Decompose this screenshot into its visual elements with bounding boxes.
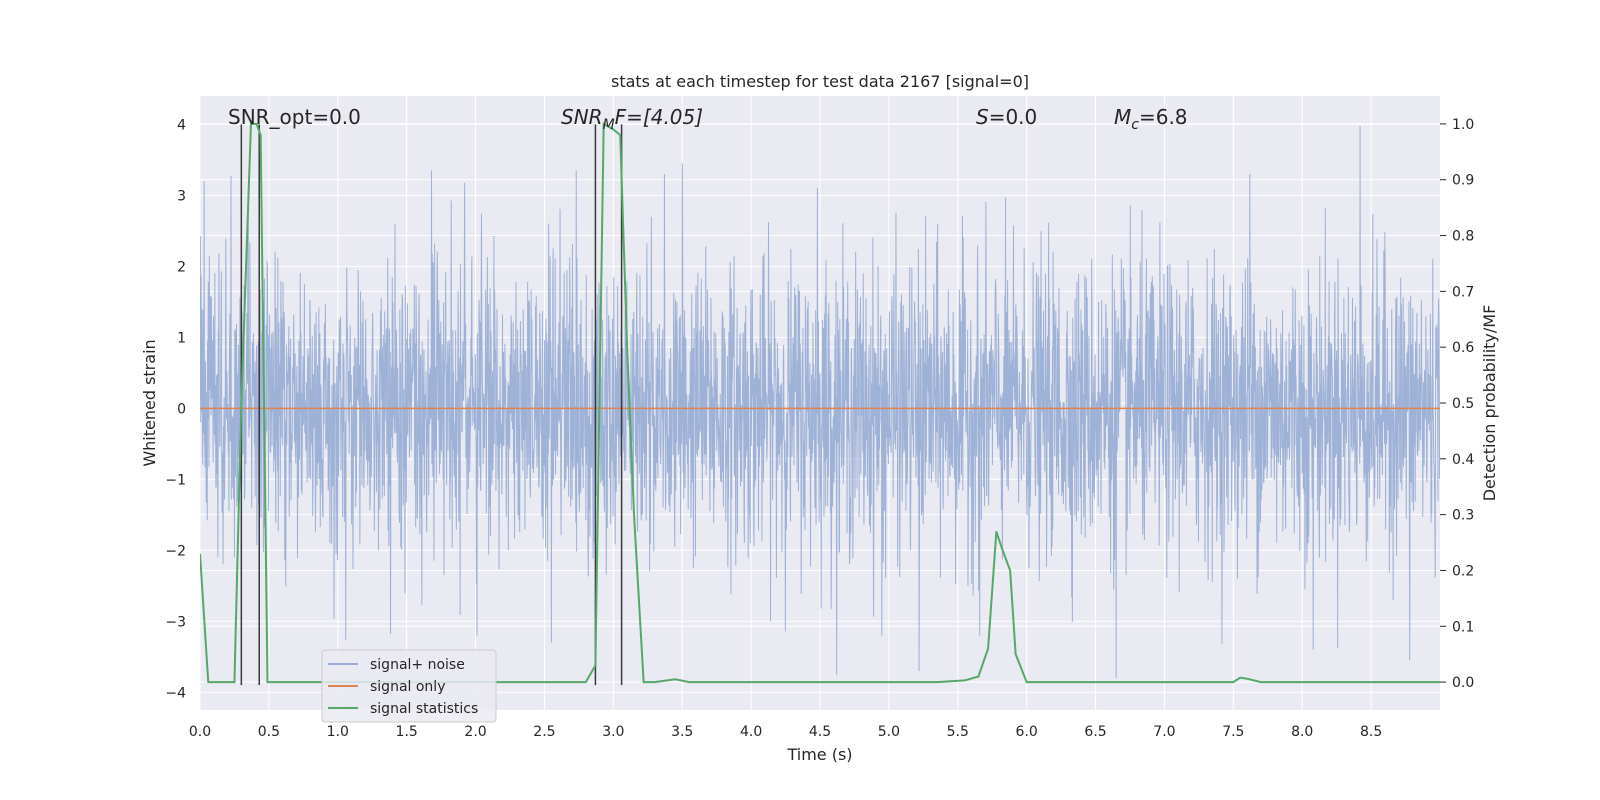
legend: signal+ noise signal only signal statist… (321, 649, 497, 723)
y2-tick-label: 0.5 (1452, 396, 1474, 412)
x-tick-label: 2.5 (533, 724, 555, 740)
y2-tick-label: 1.0 (1452, 117, 1474, 133)
y-tick-label: 0 (177, 401, 186, 417)
x-axis-label: Time (s) (786, 745, 852, 764)
noise-series-layer (200, 125, 1440, 679)
annotation-s: S=0.0 (976, 105, 1037, 129)
y2-tick-label: 0.9 (1452, 173, 1474, 189)
snr-mf-sub: M (603, 117, 615, 133)
x-tick-label: 1.0 (327, 724, 349, 740)
y-tick-label: 1 (177, 330, 186, 346)
annotations: SNR_opt=0.0 SNRMF=[4.05] S=0.0 Mc=6.8 (228, 105, 1188, 133)
x-tick-label: 7.0 (1153, 724, 1175, 740)
y-tick-label: 3 (177, 188, 186, 204)
x-tick-label: 4.5 (809, 724, 831, 740)
x-tick-label: 0.0 (189, 724, 211, 740)
tick-labels: 0.0 0.5 1.0 1.5 2.0 2.5 3.0 3.5 4.0 4.5 5.0 5.5 6.0 6… (165, 117, 1474, 740)
y2-tick-label: 0.0 (1452, 675, 1474, 691)
x-tick-label: 1.5 (396, 724, 418, 740)
y2-tick-label: 0.6 (1452, 340, 1474, 356)
y-tick-label: −4 (165, 685, 186, 701)
annotation-snr-opt: SNR_opt=0.0 (228, 105, 361, 129)
x-tick-label: 0.5 (258, 724, 280, 740)
y2-tick-label: 0.3 (1452, 508, 1474, 524)
y2-tick-label: 0.4 (1452, 452, 1474, 468)
x-tick-label: 3.5 (671, 724, 693, 740)
x-tick-label: 5.0 (878, 724, 900, 740)
snr-mf-main: SNR (561, 105, 603, 129)
y-tick-label: −3 (165, 614, 186, 630)
chart-title: stats at each timestep for test data 216… (611, 72, 1029, 91)
y-axis-label: Whitened strain (140, 339, 159, 466)
x-tick-label: 7.5 (1222, 724, 1244, 740)
y2-tick-label: 0.8 (1452, 229, 1474, 245)
legend-label-signal: signal only (370, 679, 445, 695)
y2-tick-label: 0.7 (1452, 284, 1474, 300)
y2-axis-label: Detection probability/MF (1480, 305, 1499, 502)
mc-rest: =6.8 (1139, 105, 1188, 129)
y-tick-label: −1 (165, 472, 186, 488)
mc-var: M (1114, 105, 1131, 129)
x-tick-label: 2.0 (464, 724, 486, 740)
x-tick-label: 4.0 (740, 724, 762, 740)
s-rest: =0.0 (989, 105, 1038, 129)
annotation-snr-mf: SNRMF=[4.05] (561, 105, 703, 133)
y2-tick-label: 0.2 (1452, 563, 1474, 579)
x-tick-label: 8.0 (1291, 724, 1313, 740)
legend-box (321, 649, 497, 723)
s-var: S (976, 105, 989, 129)
x-tick-label: 8.5 (1360, 724, 1382, 740)
series-signal-noise (200, 125, 1440, 679)
y-tick-label: −2 (165, 543, 186, 559)
legend-label-noise: signal+ noise (370, 657, 465, 673)
legend-label-stats: signal statistics (370, 701, 478, 717)
x-tick-label: 3.0 (602, 724, 624, 740)
snr-mf-rest: F=[4.05] (615, 105, 703, 129)
mc-sub: c (1131, 117, 1139, 133)
stats-series-layer (200, 122, 1440, 684)
x-tick-label: 6.0 (1016, 724, 1038, 740)
y-tick-label: 4 (177, 117, 186, 133)
y2-tick-label: 0.1 (1452, 619, 1474, 635)
y-tick-label: 2 (177, 259, 186, 275)
x-tick-label: 6.5 (1084, 724, 1106, 740)
annotation-mc: Mc=6.8 (1114, 105, 1188, 133)
x-tick-label: 5.5 (947, 724, 969, 740)
series-signal-statistics (200, 122, 1440, 684)
